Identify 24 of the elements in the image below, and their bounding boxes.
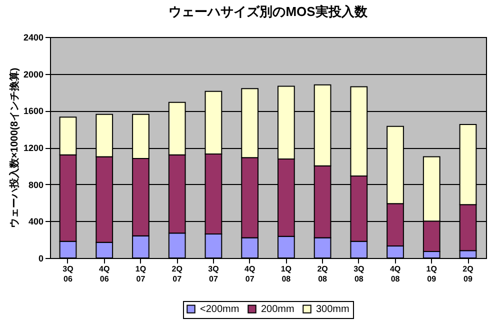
y-tick-label: 2400 (23, 32, 44, 42)
x-tick-label: 4Q 08 (390, 264, 401, 284)
x-tick-label: 2Q 09 (462, 264, 474, 284)
x-tick-label: 2Q 07 (172, 264, 182, 284)
legend-label: 300mm (316, 304, 350, 316)
x-tick-label: 1Q 08 (280, 264, 292, 284)
x-tick-label: 1Q 07 (135, 264, 146, 284)
x-tick-label: 2Q 08 (317, 264, 328, 284)
y-tick-label: 400 (28, 216, 44, 227)
y-tick-label: 1600 (23, 106, 44, 116)
x-tick-label: 3Q 06 (62, 264, 74, 284)
chart-title: ウェーハサイズ別のMOS実投入数 (168, 4, 368, 19)
y-tick-label: 2000 (23, 69, 44, 80)
y-axis-title: ウェーハ投入数×1000(8インチ換算) (8, 68, 20, 228)
y-tick-label: 1200 (23, 143, 44, 153)
x-tick-label: 3Q 08 (354, 264, 364, 284)
legend-label: 200mm (261, 304, 294, 316)
x-tick-label: 4Q 06 (99, 264, 110, 284)
legend-label: <200mm (200, 304, 240, 316)
x-tick-label: 3Q 07 (208, 264, 219, 284)
y-tick-label: 800 (28, 180, 44, 190)
x-tick-label: 1Q 09 (426, 264, 437, 284)
y-tick-label: 0 (38, 254, 44, 264)
x-tick-label: 4Q 07 (244, 264, 256, 284)
